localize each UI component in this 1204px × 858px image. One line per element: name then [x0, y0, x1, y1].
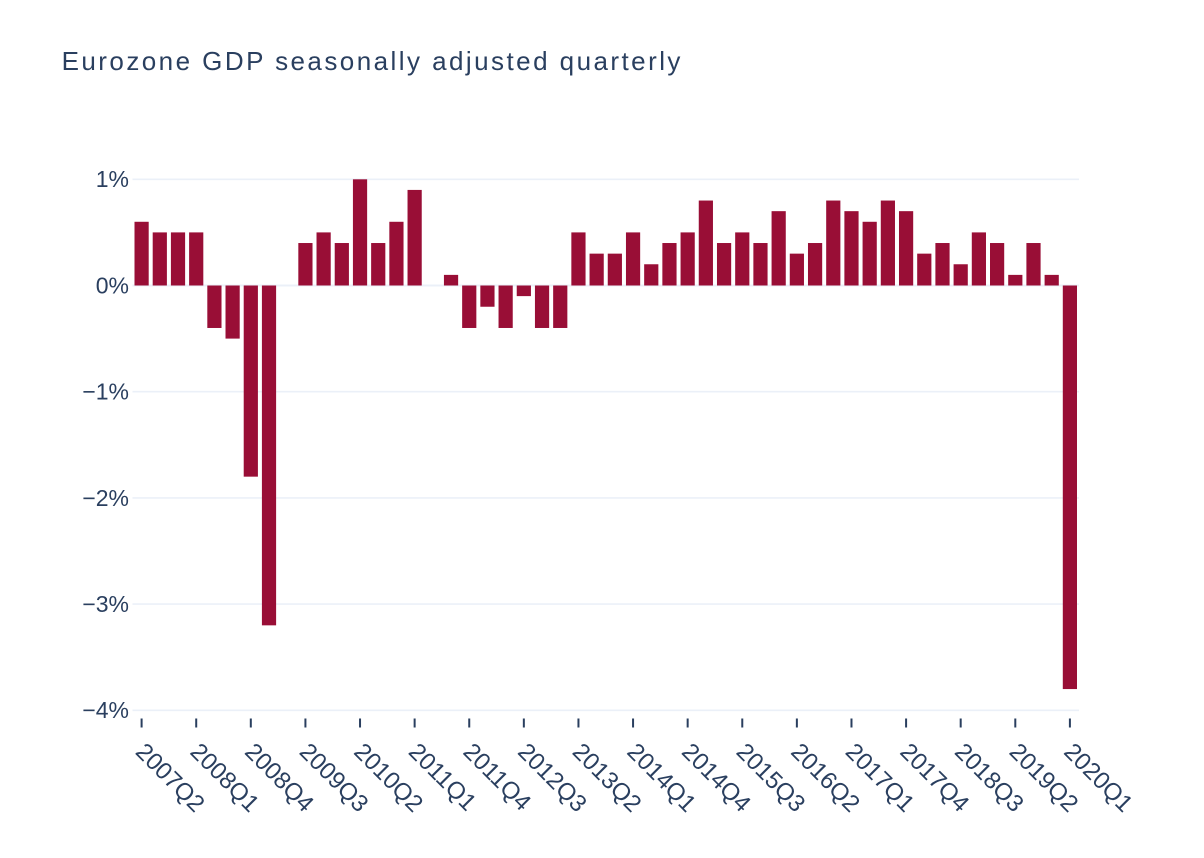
svg-text:−4%: −4%	[82, 697, 129, 723]
svg-text:−2%: −2%	[82, 485, 129, 511]
svg-text:−1%: −1%	[82, 379, 129, 405]
svg-text:0%: 0%	[96, 272, 129, 298]
svg-text:−3%: −3%	[82, 591, 129, 617]
svg-text:Eurozone GDP seasonally adjust: Eurozone GDP seasonally adjusted quarter…	[62, 46, 683, 76]
svg-text:1%: 1%	[96, 166, 129, 192]
